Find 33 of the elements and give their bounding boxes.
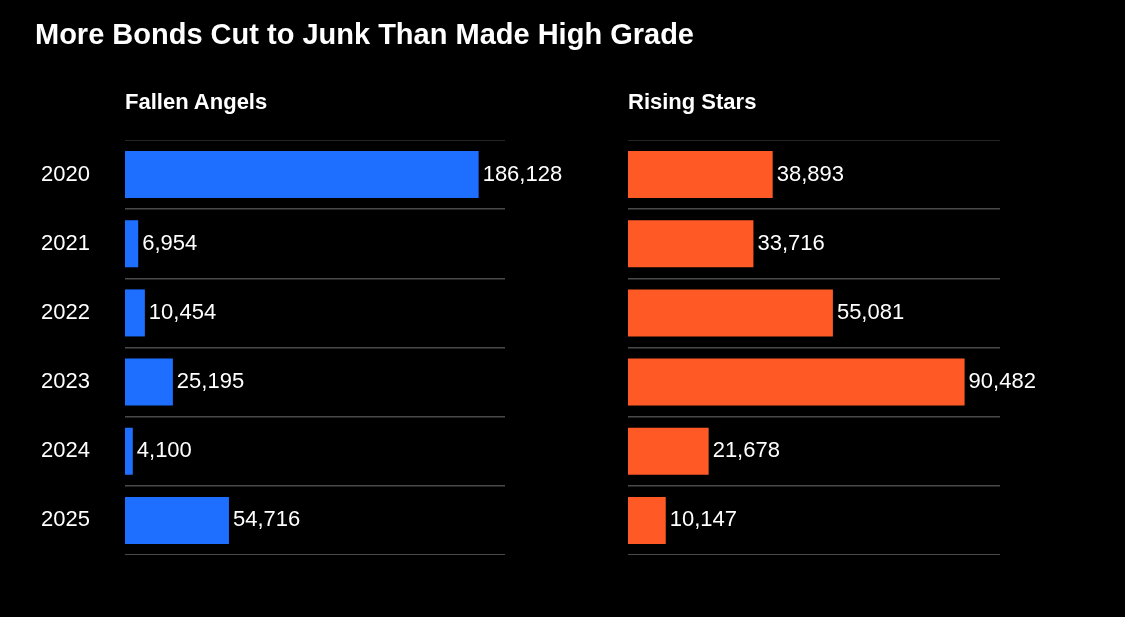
bar bbox=[125, 151, 479, 199]
bar bbox=[628, 151, 773, 199]
chart-title: More Bonds Cut to Junk Than Made High Grade bbox=[35, 18, 694, 51]
bar bbox=[628, 427, 709, 475]
bar bbox=[125, 427, 133, 475]
bar bbox=[628, 289, 833, 337]
bar bbox=[125, 496, 229, 544]
y-tick-label: 2021 bbox=[41, 229, 90, 255]
data-label: 10,147 bbox=[669, 506, 738, 532]
bar bbox=[125, 289, 145, 337]
chart-subtitle: Rising Stars bbox=[628, 89, 757, 115]
data-label: 10,454 bbox=[148, 298, 217, 324]
data-label: 90,482 bbox=[968, 368, 1036, 394]
data-label: 25,195 bbox=[176, 368, 245, 394]
data-label: 6,954 bbox=[142, 229, 198, 255]
y-tick-label: 2022 bbox=[41, 298, 90, 324]
data-label: 21,678 bbox=[712, 437, 780, 463]
bar bbox=[125, 220, 139, 268]
y-tick-label: 2024 bbox=[41, 437, 90, 463]
y-tick-label: 2025 bbox=[41, 506, 90, 532]
data-label: 33,716 bbox=[757, 229, 825, 255]
bar bbox=[125, 358, 173, 406]
bar bbox=[628, 220, 754, 268]
data-label: 4,100 bbox=[136, 437, 192, 463]
data-label: 186,128 bbox=[482, 160, 563, 186]
bar bbox=[628, 358, 965, 406]
data-label: 55,081 bbox=[836, 298, 905, 324]
y-tick-label: 2020 bbox=[41, 160, 90, 186]
bar bbox=[628, 496, 666, 544]
chart-subtitle: Fallen Angels bbox=[125, 89, 268, 115]
y-tick-label: 2023 bbox=[41, 368, 90, 394]
data-label: 38,893 bbox=[776, 160, 844, 186]
data-label: 54,716 bbox=[232, 506, 301, 532]
